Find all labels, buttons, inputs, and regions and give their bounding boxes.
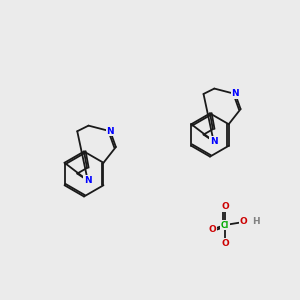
Text: N: N xyxy=(210,137,218,146)
Text: N: N xyxy=(231,89,239,98)
Text: N: N xyxy=(106,127,114,136)
Text: H: H xyxy=(252,218,260,226)
Text: N: N xyxy=(84,176,92,185)
Text: O: O xyxy=(240,218,248,226)
Text: O: O xyxy=(221,202,229,211)
Text: O: O xyxy=(208,225,216,234)
Text: O: O xyxy=(221,239,229,248)
Text: Cl: Cl xyxy=(221,220,229,230)
